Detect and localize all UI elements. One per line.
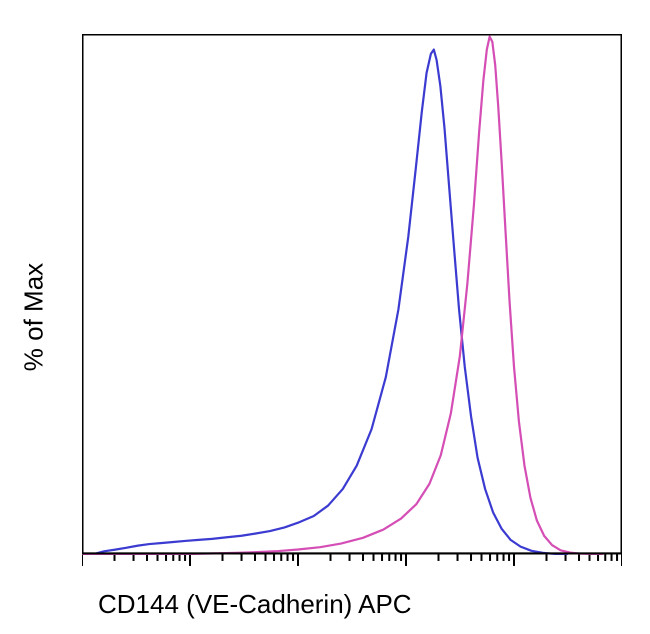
x-axis-label: CD144 (VE-Cadherin) APC [98, 589, 412, 620]
y-axis-label: % of Max [19, 263, 50, 371]
x-ticks [82, 554, 622, 566]
flow-cytometry-histogram: % of Max CD144 (VE-Cadherin) APC [0, 0, 650, 634]
plot-area [82, 34, 622, 574]
